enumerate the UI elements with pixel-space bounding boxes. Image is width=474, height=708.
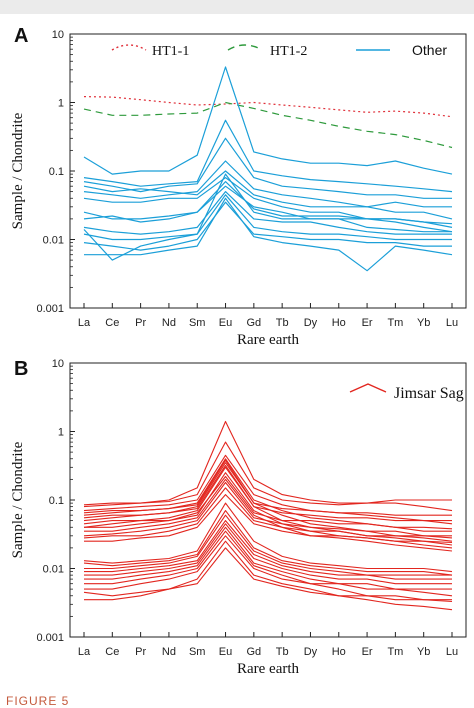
series-line-other bbox=[83, 181, 453, 225]
legend-label: HT1-1 bbox=[152, 44, 189, 59]
y-tick-label: 10 bbox=[52, 358, 64, 370]
x-tick-label: Sm bbox=[189, 317, 206, 329]
x-tick-label: Dy bbox=[304, 646, 318, 658]
series-line-ht1-1 bbox=[83, 96, 453, 118]
panel-letter: B bbox=[14, 358, 28, 380]
x-axis-title: Rare earth bbox=[237, 661, 300, 677]
series-line-jimsar-sag bbox=[83, 462, 453, 542]
series-line-other bbox=[83, 170, 453, 220]
x-tick-label: Sm bbox=[189, 646, 206, 658]
series-line-jimsar-sag bbox=[83, 464, 452, 522]
series-line-jimsar-sag bbox=[84, 535, 452, 601]
legend-swatch bbox=[227, 44, 263, 51]
series-line-other bbox=[84, 197, 453, 272]
x-tick-label: Gd bbox=[247, 646, 262, 658]
series-line-other bbox=[83, 160, 452, 208]
x-tick-label: Eu bbox=[219, 317, 232, 329]
legend-swatch bbox=[111, 44, 147, 51]
x-tick-label: Ce bbox=[105, 317, 119, 329]
series-line-jimsar-sag bbox=[83, 510, 453, 576]
series-line-jimsar-sag bbox=[84, 494, 453, 544]
series-line-jimsar-sag bbox=[83, 454, 453, 525]
y-tick-label: 0.01 bbox=[43, 564, 64, 576]
x-tick-label: Pr bbox=[135, 317, 146, 329]
x-tick-label: Gd bbox=[247, 317, 262, 329]
x-tick-label: Yb bbox=[417, 646, 430, 658]
series-line-jimsar-sag bbox=[83, 502, 453, 573]
series-line-jimsar-sag bbox=[84, 520, 452, 580]
x-tick-label: Tm bbox=[387, 646, 403, 658]
x-tick-label: Tb bbox=[276, 317, 289, 329]
y-tick-label: 0.1 bbox=[49, 166, 64, 178]
series-line-other bbox=[83, 185, 453, 233]
x-tick-label: Ho bbox=[332, 317, 346, 329]
series-group bbox=[83, 420, 453, 611]
series-line-other bbox=[83, 201, 452, 251]
legend-label: Jimsar Sag bbox=[394, 385, 464, 402]
series-line-jimsar-sag bbox=[83, 475, 453, 530]
series-line-other bbox=[83, 191, 452, 235]
y-tick-label: 0.01 bbox=[43, 235, 64, 247]
series-line-jimsar-sag bbox=[83, 487, 453, 539]
x-tick-label: Tm bbox=[387, 317, 403, 329]
series-line-jimsar-sag bbox=[84, 526, 452, 590]
x-tick-label: Tb bbox=[276, 646, 289, 658]
x-tick-label: La bbox=[78, 646, 91, 658]
series-line-jimsar-sag bbox=[84, 540, 453, 611]
y-tick-label: 10 bbox=[52, 29, 64, 41]
y-tick-label: 1 bbox=[58, 98, 64, 110]
top-strip bbox=[0, 0, 474, 14]
series-line-jimsar-sag bbox=[84, 514, 452, 576]
x-tick-label: Lu bbox=[446, 317, 458, 329]
panel-a: A 0.001 0.01 0.1 1 10 La Ce Pr Nd Sm Eu Gd Tb Dy Ho Er Tm… bbox=[10, 25, 467, 348]
series-line-jimsar-sag bbox=[84, 530, 453, 597]
x-tick-label: Er bbox=[362, 646, 373, 658]
series-line-jimsar-sag bbox=[83, 459, 452, 516]
y-axis-title: Sample / Chondrite bbox=[10, 441, 26, 558]
x-tick-label: Eu bbox=[219, 646, 232, 658]
y-tick-label: 0.001 bbox=[36, 632, 64, 644]
series-line-jimsar-sag bbox=[83, 441, 452, 506]
x-tick-label: Yb bbox=[417, 317, 430, 329]
series-line-jimsar-sag bbox=[83, 481, 452, 537]
x-tick-label: Nd bbox=[162, 646, 176, 658]
x-tick-label: Lu bbox=[446, 646, 458, 658]
series-line-jimsar-sag bbox=[83, 420, 453, 512]
x-tick-label: Er bbox=[362, 317, 373, 329]
y-tick-label: 0.001 bbox=[36, 303, 64, 315]
series-line-other bbox=[83, 66, 453, 175]
plot-frame bbox=[69, 33, 467, 309]
series-line-ht1-2 bbox=[83, 101, 453, 149]
series-line-other bbox=[83, 137, 452, 199]
panel-b: B 0.001 0.01 0.1 1 10 La Ce Pr Nd Sm Eu Gd Tb Dy Ho Er Tm… bbox=[10, 358, 467, 677]
y-tick-label: 0.1 bbox=[49, 495, 64, 507]
x-tick-label: Nd bbox=[162, 317, 176, 329]
legend-label: Other bbox=[412, 42, 447, 58]
legend-label: HT1-2 bbox=[270, 44, 307, 59]
legend-swatch bbox=[349, 383, 387, 393]
x-tick-label: Ho bbox=[332, 646, 346, 658]
figure-caption: FIGURE 5 bbox=[6, 694, 70, 708]
y-axis-title: Sample / Chondrite bbox=[10, 112, 26, 229]
x-axis-title: Rare earth bbox=[237, 332, 300, 348]
series-line-jimsar-sag bbox=[84, 523, 452, 585]
x-tick-label: Pr bbox=[135, 646, 146, 658]
series-line-other bbox=[83, 194, 452, 241]
x-tick-label: La bbox=[78, 317, 91, 329]
series-line-other bbox=[83, 119, 453, 193]
y-tick-label: 1 bbox=[58, 427, 64, 439]
x-tick-label: Dy bbox=[304, 317, 318, 329]
series-line-other bbox=[83, 173, 452, 261]
series-group bbox=[83, 66, 453, 272]
panel-letter: A bbox=[14, 25, 28, 47]
series-line-jimsar-sag bbox=[83, 547, 453, 603]
x-tick-label: Ce bbox=[105, 646, 119, 658]
